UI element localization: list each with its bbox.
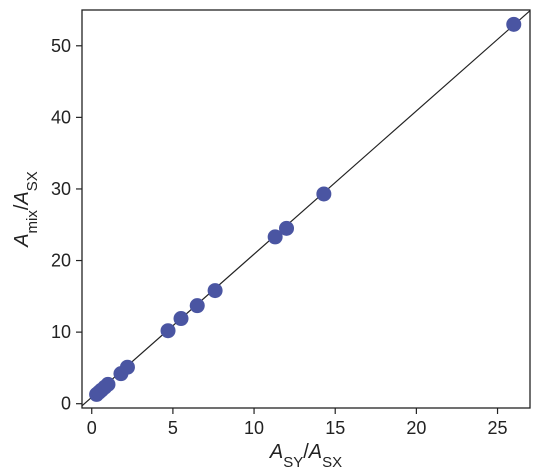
x-tick-label: 25 (488, 418, 508, 438)
y-tick-label: 30 (51, 179, 71, 199)
x-tick-label: 20 (406, 418, 426, 438)
fit-line (81, 10, 531, 407)
data-point (316, 186, 332, 202)
data-points (89, 16, 522, 402)
y-tick-label: 10 (51, 322, 71, 342)
plot-frame (81, 9, 531, 409)
x-axis-title: ASY/ASX (269, 441, 342, 471)
y-axis-title-main2: A (11, 191, 33, 205)
data-point (279, 220, 295, 236)
x-tick-label: 10 (244, 418, 264, 438)
x-axis-title-sub: SY (283, 454, 303, 471)
x-tick-label: 0 (87, 418, 97, 438)
y-axis-title-slash: / (11, 204, 33, 210)
data-point (100, 376, 116, 392)
y-axis-title-sub: mix (24, 210, 41, 234)
y-axis-ticks: 0 10 20 30 40 50 (51, 36, 82, 414)
data-point (267, 229, 283, 245)
x-axis-title-main2: A (308, 441, 322, 463)
y-tick-label: 0 (61, 394, 71, 414)
x-axis-title-main: A (269, 441, 283, 463)
y-axis-title: Amix/ASX (11, 171, 41, 248)
y-axis-title-main: A (11, 233, 33, 247)
data-point (506, 16, 522, 32)
x-tick-label: 15 (325, 418, 345, 438)
y-tick-label: 40 (51, 107, 71, 127)
data-point (207, 283, 223, 299)
x-axis-title-slash: / (303, 441, 309, 463)
x-axis-ticks: 0 5 10 15 20 25 (87, 408, 508, 438)
x-tick-label: 5 (168, 418, 178, 438)
data-point (173, 311, 189, 327)
data-point (189, 298, 205, 314)
y-tick-label: 50 (51, 36, 71, 56)
data-point (119, 359, 135, 375)
plot-area (81, 9, 531, 409)
y-tick-label: 20 (51, 251, 71, 271)
x-axis-title-sub2: SX (322, 454, 342, 471)
data-point (160, 323, 176, 339)
y-axis-title-sub2: SX (24, 171, 41, 191)
